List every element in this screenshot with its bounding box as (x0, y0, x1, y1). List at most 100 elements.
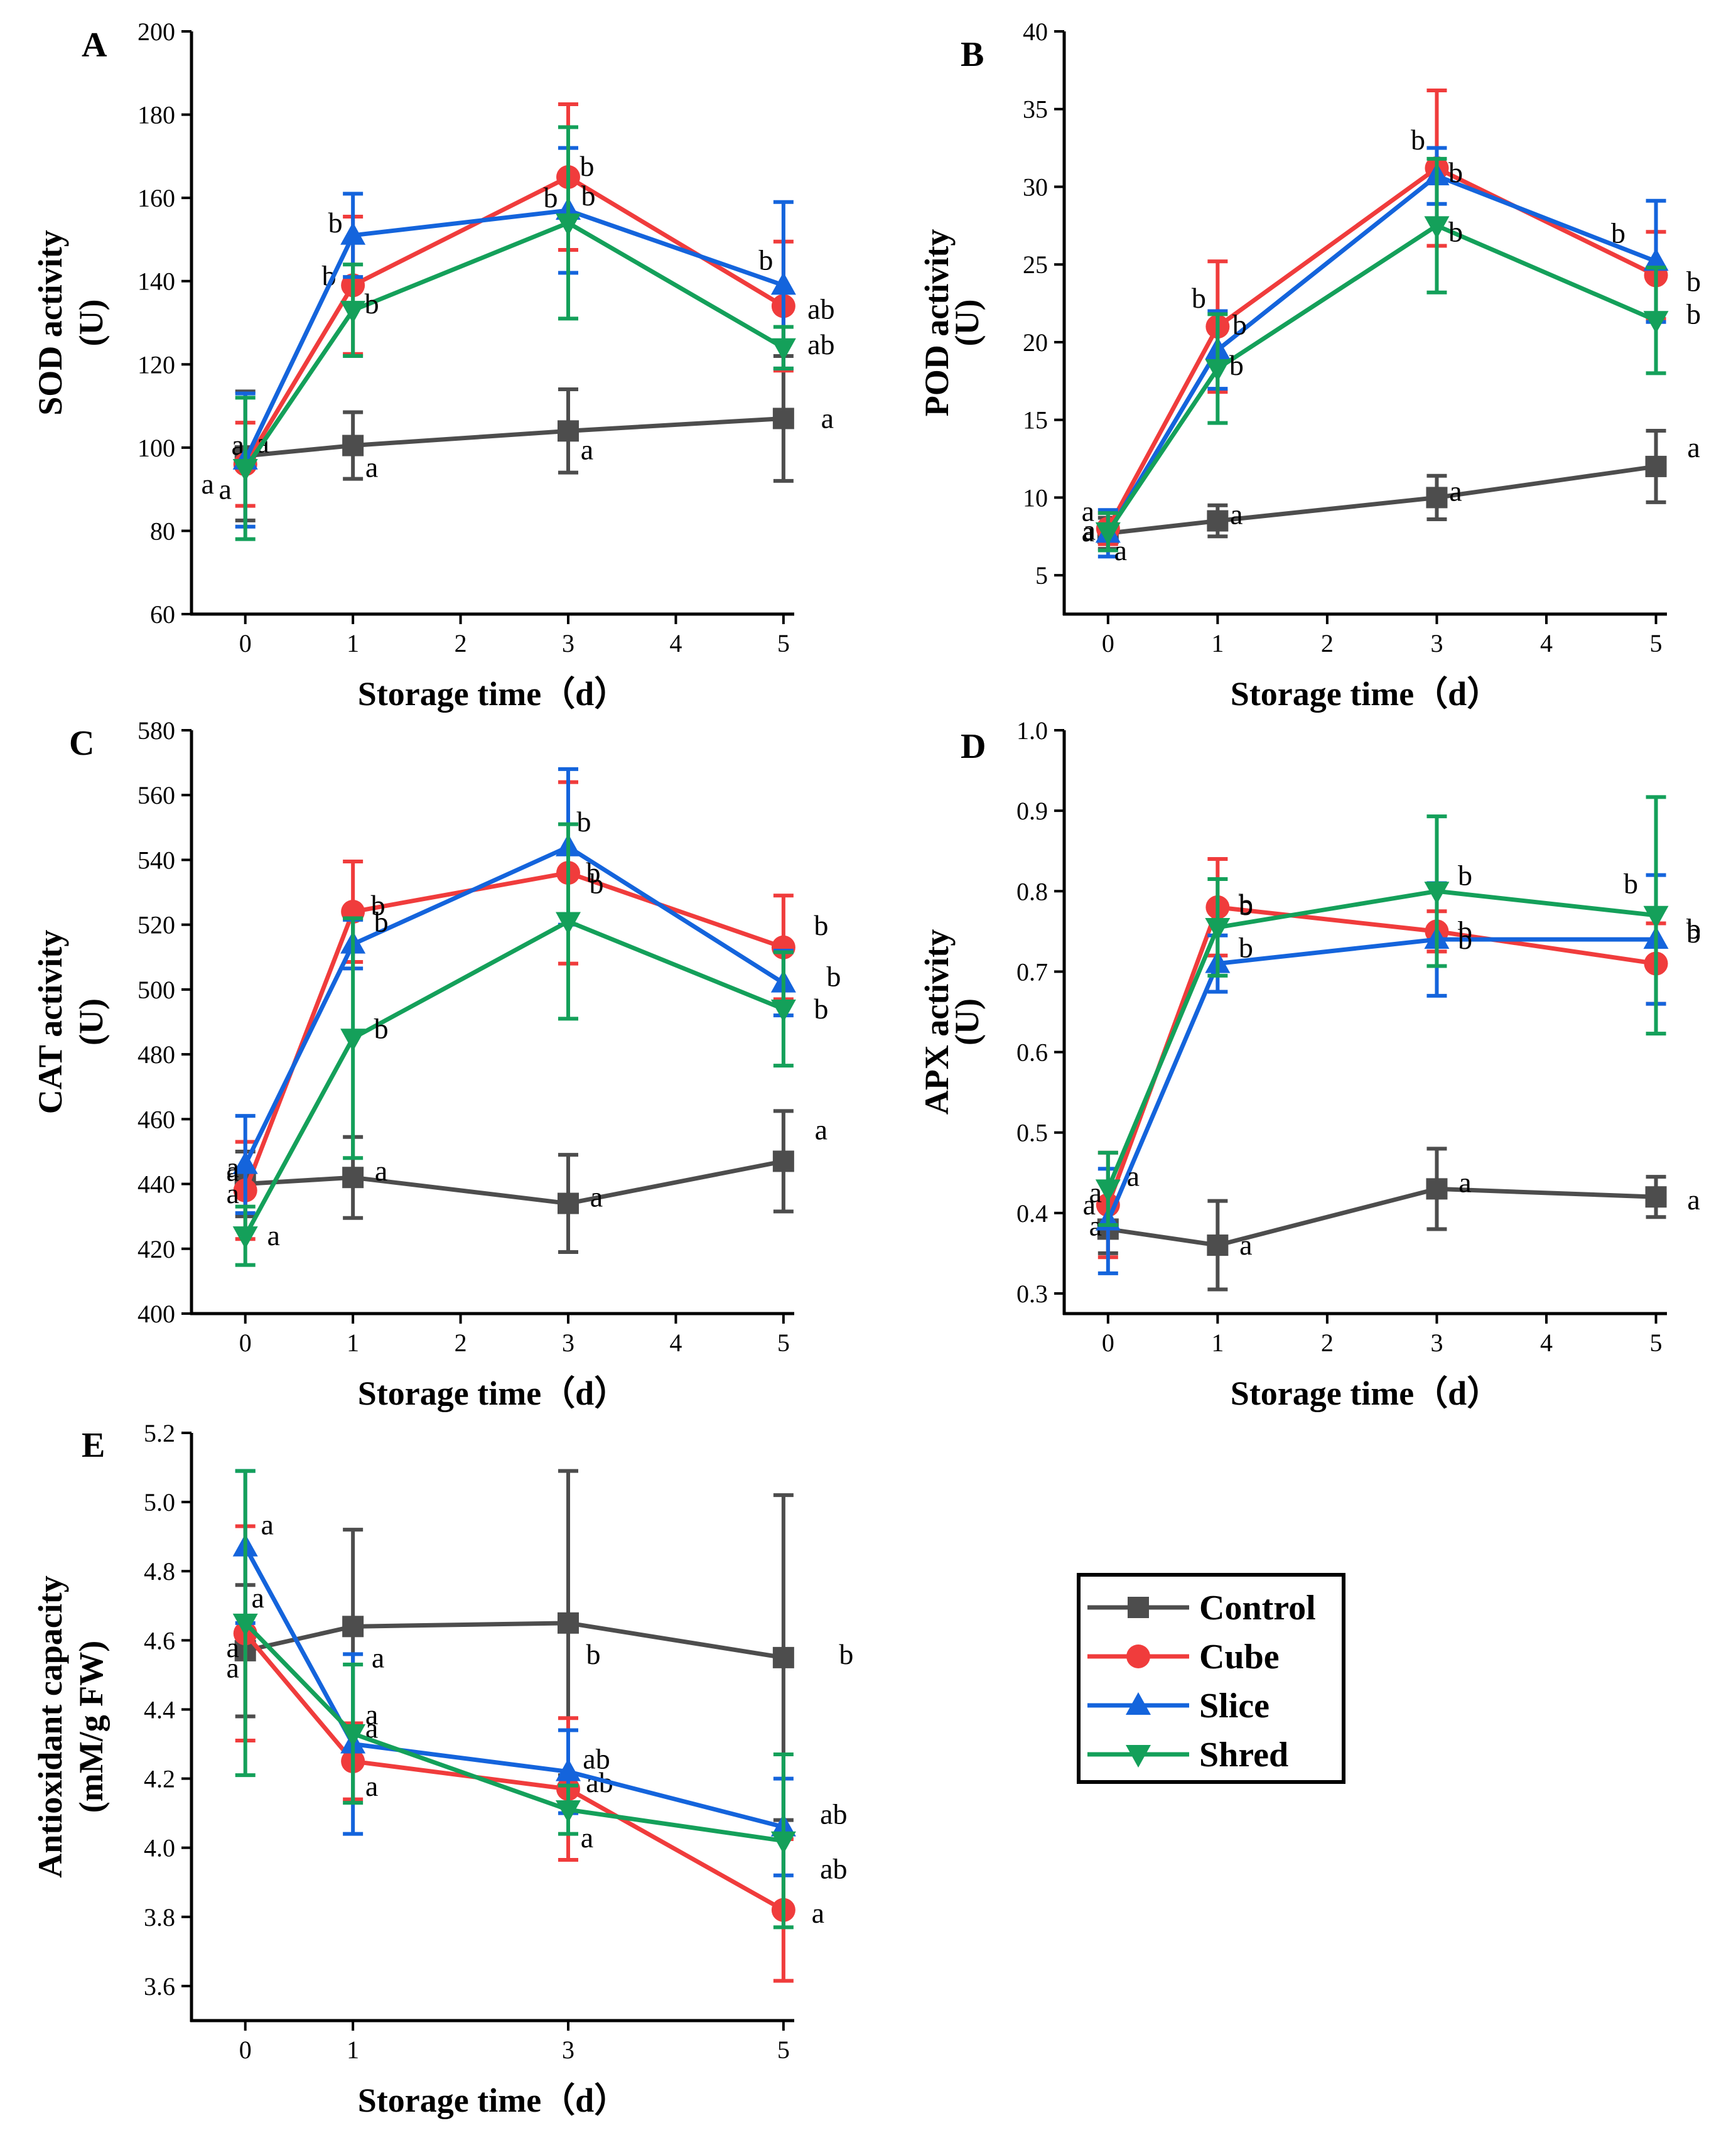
significance-label: b (1458, 923, 1472, 955)
x-tick-label: 5 (1650, 629, 1663, 657)
x-tick-label: 1 (347, 1329, 359, 1357)
significance-label: b (1686, 917, 1701, 949)
data-point (1426, 487, 1448, 509)
significance-label: a (267, 1219, 280, 1251)
y-tick-label: 15 (1023, 406, 1048, 435)
y-tick-label: 0.3 (1016, 1280, 1048, 1308)
data-point (1643, 248, 1669, 271)
data-point (1205, 359, 1231, 382)
x-tick-label: 1 (1211, 1329, 1224, 1357)
significance-label: a (219, 473, 232, 505)
significance-label: b (1448, 156, 1463, 188)
y-tick-label: 4.4 (144, 1695, 175, 1724)
data-point (232, 1613, 258, 1636)
series-slice (232, 767, 796, 1216)
significance-label: a (227, 1177, 239, 1209)
y-tick-label: 3.6 (144, 1972, 175, 2001)
series-line (1108, 464, 1657, 536)
panel-letter: A (82, 26, 107, 65)
series-line (1106, 888, 1656, 1190)
y-axis-label: APX activity (918, 929, 956, 1115)
significance-label: a (1449, 475, 1462, 507)
significance-label: b (322, 259, 337, 291)
series-control (1097, 1147, 1667, 1292)
y-tick-label: 480 (137, 1040, 175, 1069)
significance-label: a (375, 1155, 387, 1187)
x-tick-label: 3 (562, 629, 574, 657)
data-point (1643, 905, 1669, 929)
data-point (1207, 510, 1229, 532)
significance-label: b (1232, 308, 1247, 340)
significance-label: a (227, 1651, 239, 1683)
panel-d: D 0.3 0.4 0.5 0.6 0.7 0.8 0.9 1.0 0 1 2 3 4 5 Storage t… (918, 716, 1701, 1412)
significance-label: b (590, 868, 604, 900)
significance-label: a (815, 1113, 828, 1145)
significance-label: b (374, 906, 389, 938)
series-cube (233, 780, 795, 1241)
data-point (556, 213, 581, 236)
significance-label: b (1448, 215, 1463, 247)
y-tick-label: 540 (137, 846, 175, 874)
significance-label: b (586, 1638, 601, 1670)
data-point (770, 272, 796, 295)
data-point (772, 1150, 794, 1172)
series-cube (233, 1524, 795, 1983)
y-tick-label: 4.2 (144, 1765, 175, 1793)
series-slice (232, 1469, 796, 1877)
y-tick-label: 500 (137, 976, 175, 1004)
data-point (340, 1724, 366, 1747)
x-tick-label: 4 (669, 1329, 682, 1357)
legend-label: Shred (1199, 1736, 1288, 1774)
significance-label: b (839, 1638, 853, 1670)
y-axis-label: POD activity (918, 229, 956, 416)
significance-label: a (365, 1770, 378, 1802)
significance-label: b (1239, 888, 1253, 920)
y-tick-label: 400 (137, 1300, 175, 1328)
significance-label: a (812, 1897, 824, 1929)
y-tick-label: 160 (137, 184, 175, 212)
legend-marker (1126, 1745, 1151, 1768)
significance-label: b (1229, 349, 1244, 381)
panel-letter: E (82, 1426, 105, 1465)
series-shred (232, 125, 796, 541)
data-point (342, 435, 364, 456)
significance-label: ab (807, 328, 834, 360)
y-tick-label: 30 (1023, 173, 1048, 201)
data-point (232, 1226, 258, 1250)
data-point (1095, 522, 1121, 545)
x-tick-label: 5 (777, 629, 790, 657)
series-line (243, 919, 785, 1237)
significance-label: a (365, 1698, 378, 1731)
y-tick-label: 440 (137, 1170, 175, 1199)
y-tick-label: 4.0 (144, 1834, 175, 1862)
x-tick-label: 5 (1650, 1329, 1663, 1357)
legend-marker (1126, 1692, 1151, 1715)
series-line (1106, 173, 1657, 535)
y-axis-label: (U) (948, 998, 986, 1045)
y-tick-label: 200 (137, 18, 175, 46)
x-tick-label: 2 (455, 629, 467, 657)
series-line (244, 1621, 784, 1660)
y-tick-label: 10 (1023, 483, 1048, 512)
data-point (1424, 216, 1450, 239)
data-point (340, 222, 366, 245)
significance-label: a (1089, 1209, 1102, 1241)
significance-label: a (1082, 495, 1094, 527)
y-tick-label: 20 (1023, 328, 1048, 357)
significance-label: ab (583, 1743, 610, 1775)
significance-label: b (328, 207, 343, 239)
significance-label: b (374, 1012, 389, 1044)
panel-letter: B (961, 35, 984, 74)
panel-a: A 60 80 100 120 140 160 180 200 0 1 2 3 4 5 Storage tim… (31, 18, 835, 713)
significance-label: b (365, 288, 379, 320)
y-axis-label: (mM/g FW) (72, 1641, 110, 1813)
significance-label: a (232, 429, 244, 461)
y-tick-label: 40 (1023, 18, 1048, 46)
significance-label: a (821, 402, 834, 434)
x-tick-label: 0 (239, 629, 252, 657)
series-line (244, 1621, 784, 1844)
x-tick-label: 3 (1430, 629, 1443, 657)
data-point (770, 338, 796, 361)
panel-letter: D (961, 727, 986, 766)
y-tick-label: 60 (150, 600, 175, 629)
